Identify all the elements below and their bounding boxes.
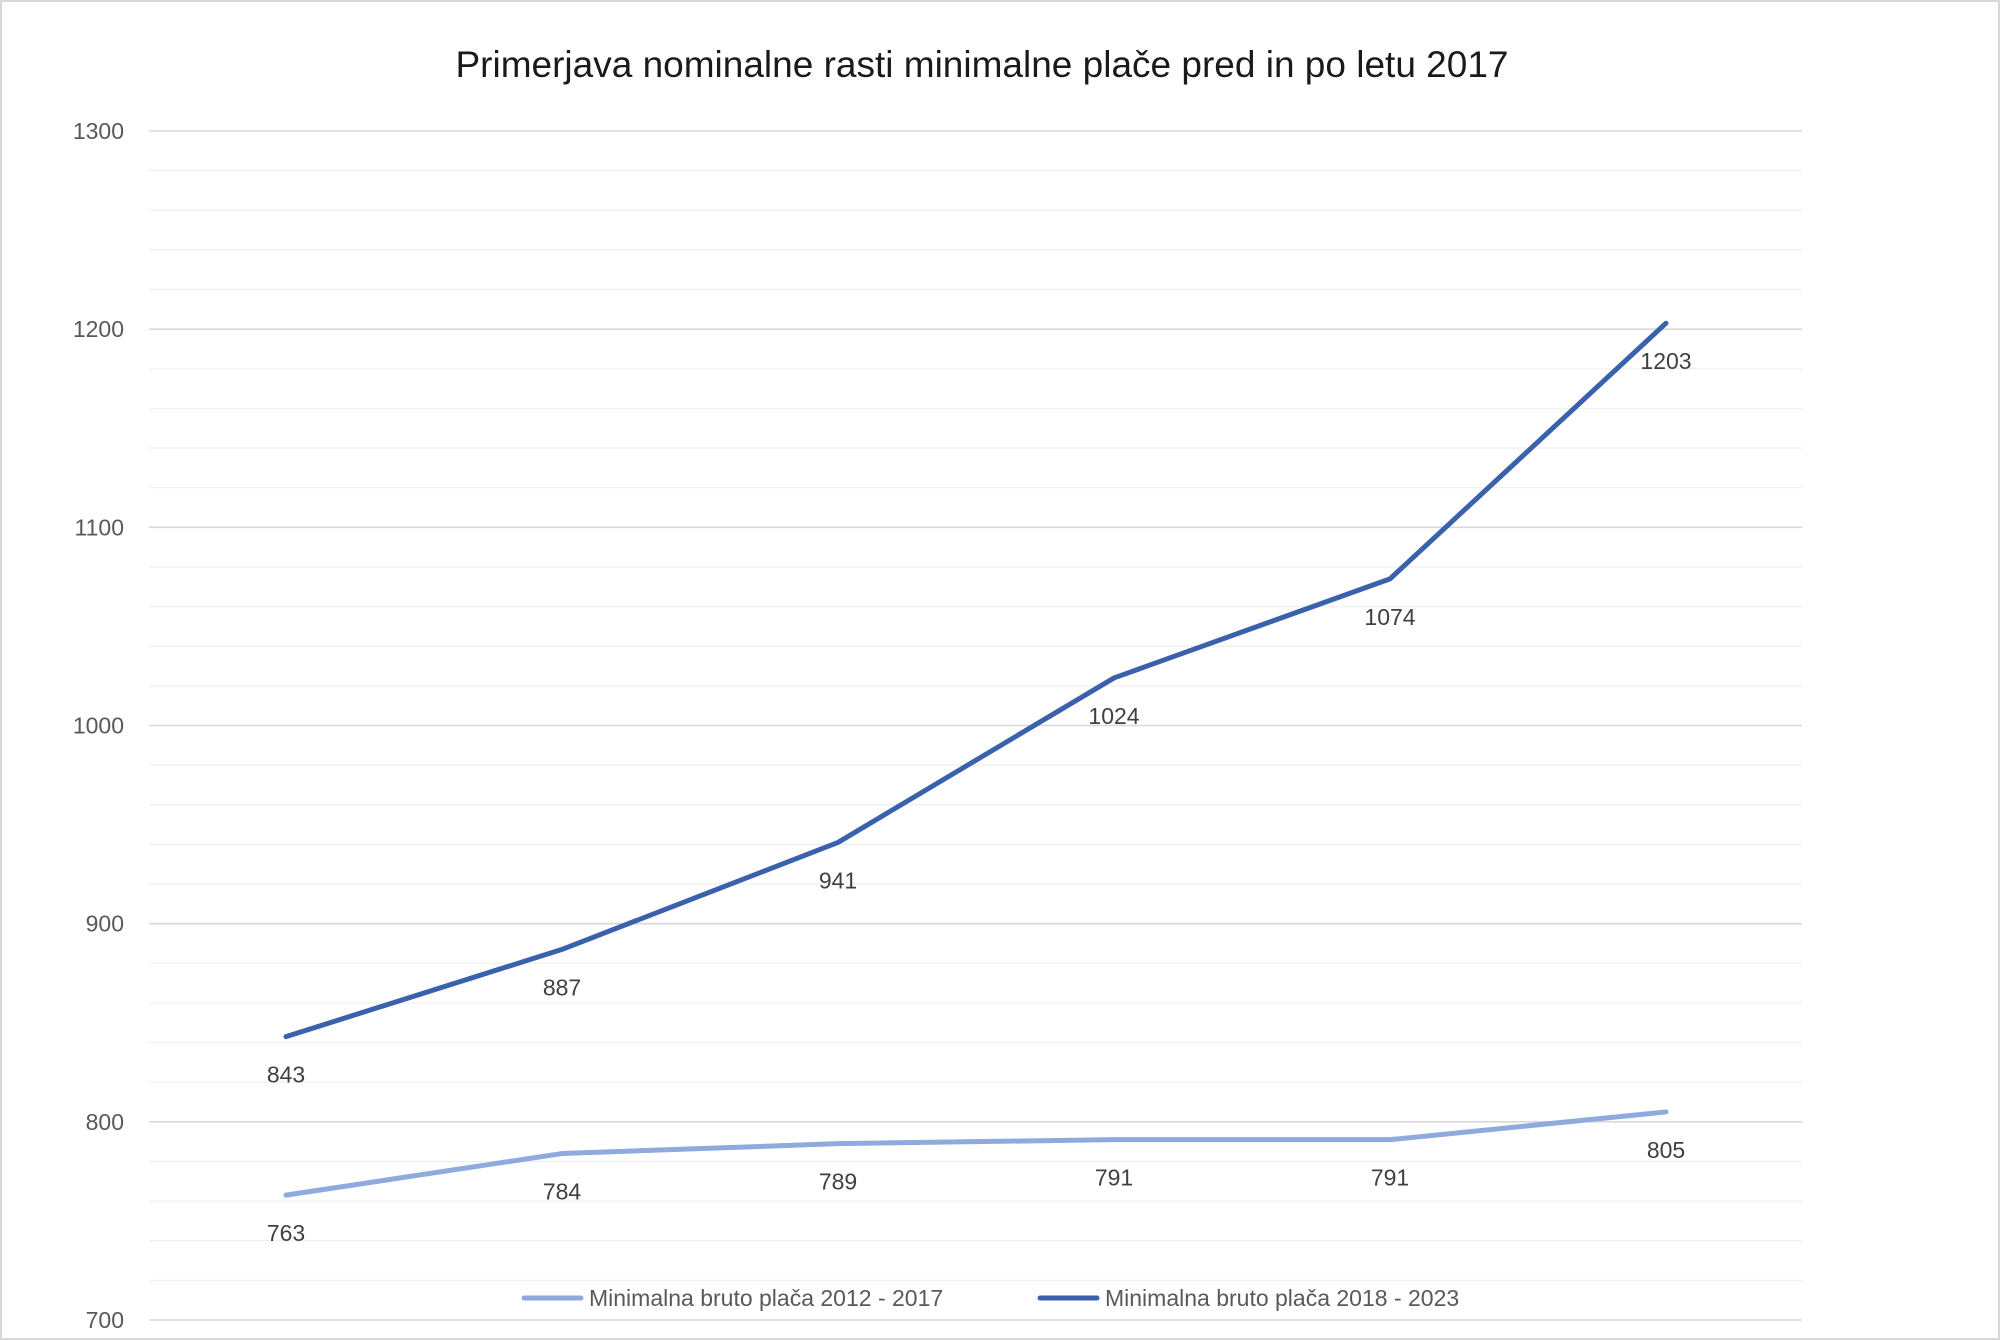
y-tick-label: 700 — [86, 1307, 124, 1333]
legend-label: Minimalna bruto plača 2012 - 2017 — [589, 1285, 943, 1311]
series-line-1 — [283, 1109, 1669, 1198]
data-label: 941 — [819, 867, 857, 893]
data-label: 1203 — [1640, 348, 1691, 374]
chart-title: Primerjava nominalne rasti minimalne pla… — [455, 44, 1509, 85]
series-line-2 — [283, 320, 1669, 1040]
data-label: 784 — [543, 1179, 582, 1205]
y-tick-label: 1100 — [75, 514, 124, 540]
series-lines — [283, 320, 1669, 1198]
grid — [149, 130, 1802, 1321]
data-label: 843 — [267, 1062, 305, 1088]
data-label: 887 — [543, 974, 581, 1000]
data-label: 1074 — [1364, 604, 1415, 630]
y-axis-ticks: 700 800 900 1000 1100 1200 1300 — [73, 118, 124, 1333]
data-label: 791 — [1095, 1165, 1133, 1191]
data-label: 1024 — [1088, 703, 1139, 729]
data-label: 789 — [819, 1169, 857, 1195]
y-tick-label: 800 — [86, 1109, 124, 1135]
legend: Minimalna bruto plača 2012 - 2017 Minimal… — [521, 1285, 1459, 1311]
data-label: 791 — [1371, 1165, 1409, 1191]
y-tick-label: 900 — [86, 911, 124, 937]
data-labels: 763 784 789 791 791 805 843 887 941 1024 1074 1203 — [267, 348, 1692, 1246]
y-tick-label: 1000 — [73, 713, 124, 739]
y-tick-label: 1300 — [73, 118, 124, 144]
legend-label: Minimalna bruto plača 2018 - 2023 — [1105, 1285, 1459, 1311]
data-label: 763 — [267, 1220, 305, 1246]
y-tick-label: 1200 — [73, 316, 124, 342]
data-label: 805 — [1647, 1137, 1685, 1163]
